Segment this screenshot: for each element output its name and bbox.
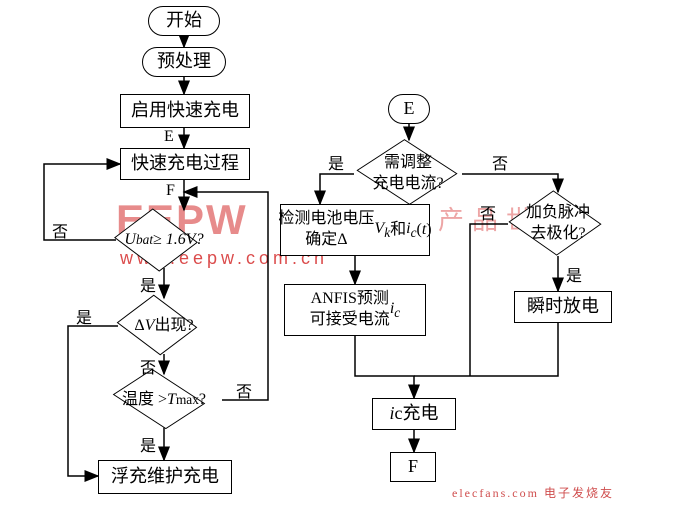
label-negpulse-no: 否 [480, 200, 496, 224]
label-negpulse-yes: 是 [566, 262, 582, 286]
node-adjust-current [356, 139, 457, 205]
node-dv-check [117, 295, 198, 356]
label-e-left: E [164, 128, 174, 146]
node-preprocess: 预处理 [142, 47, 226, 77]
node-discharge: 瞬时放电 [514, 291, 612, 323]
connector-e: E [388, 94, 430, 124]
node-ic-charge: ic充电 [372, 398, 456, 430]
label-ubat-no: 否 [52, 218, 68, 242]
label-dv-yes: 是 [76, 304, 92, 328]
label-temp-yes: 是 [140, 432, 156, 456]
node-anfis-predict: ANFIS预测可接受电流 ic [284, 284, 426, 336]
label-f-left: F [166, 182, 175, 200]
label-adjust-no: 否 [492, 150, 508, 174]
watermark-url2: elecfans.com 电子发烧友 [452, 484, 614, 501]
node-detect-voltage: 检测电池电压确定ΔVk和ic(t) [280, 204, 430, 256]
node-float-charge: 浮充维护充电 [98, 460, 232, 494]
node-enable-fast-charge: 启用快速充电 [120, 94, 250, 128]
label-temp-no: 否 [236, 378, 252, 402]
flow-lines [0, 0, 673, 518]
node-temp-check [113, 369, 206, 429]
connector-f: F [390, 452, 436, 482]
node-start: 开始 [148, 6, 220, 36]
label-adjust-yes: 是 [328, 150, 344, 174]
node-fast-charge-process: 快速充电过程 [120, 148, 250, 180]
label-ubat-yes: 是 [140, 272, 156, 296]
label-dv-no: 否 [140, 354, 156, 378]
